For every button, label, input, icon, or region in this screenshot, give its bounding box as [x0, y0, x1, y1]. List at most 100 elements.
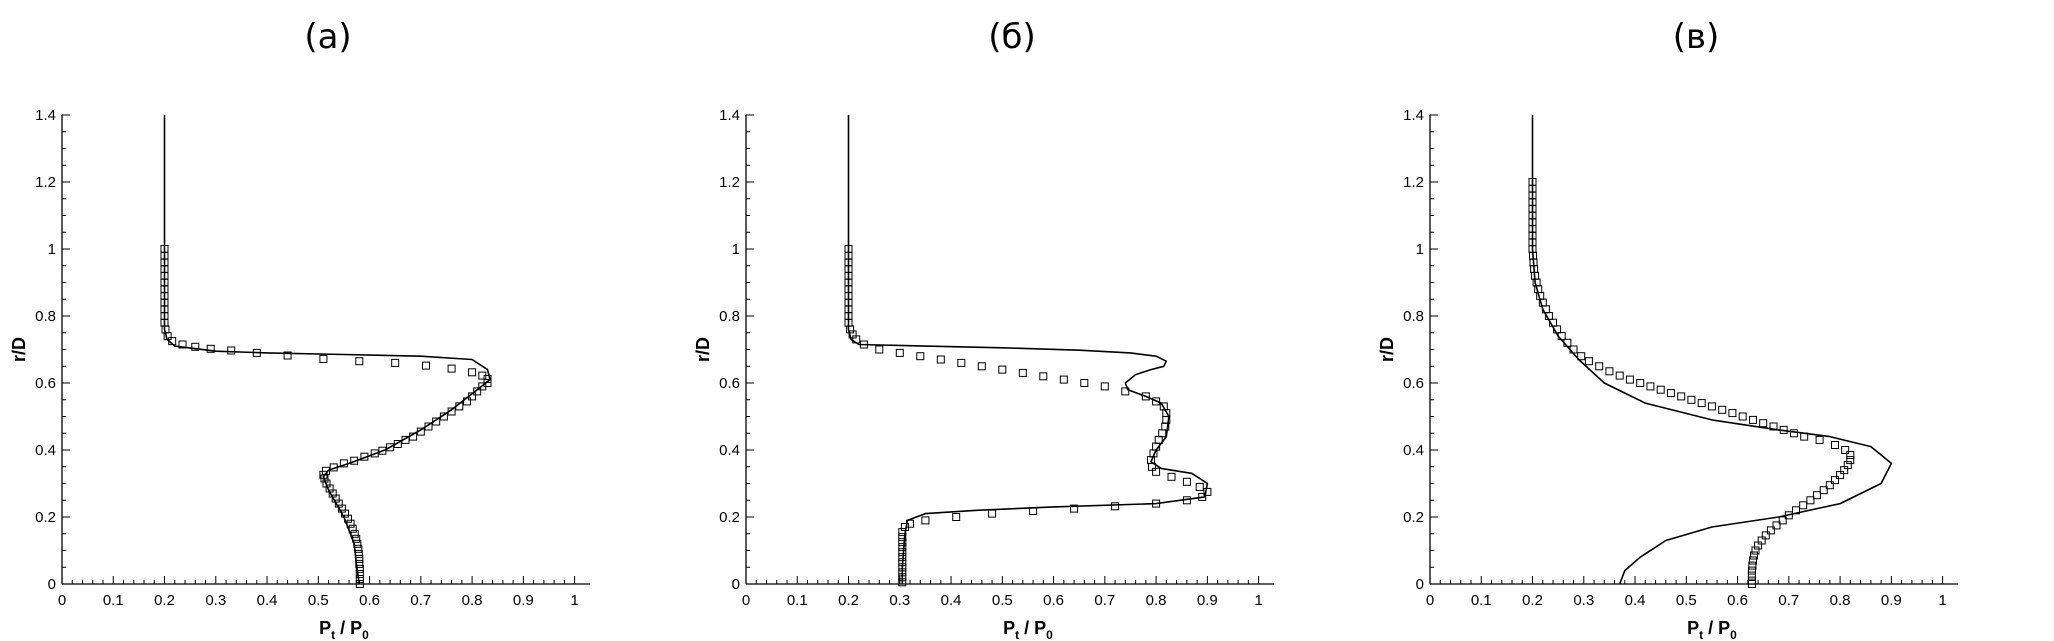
data-point-marker [1754, 541, 1763, 550]
data-point-marker [1750, 551, 1758, 560]
data-point-marker [344, 514, 352, 523]
x-tick-label: 0.4 [941, 592, 962, 609]
data-point-marker [393, 440, 402, 448]
data-point-marker [1800, 432, 1809, 441]
y-tick-label: 1.2 [1403, 174, 1424, 191]
y-tick-label: 1 [732, 241, 740, 258]
data-point-marker [1790, 429, 1798, 438]
data-point-marker [1831, 476, 1839, 485]
chart-svg-a: (а) 0 0.1 0.2 0.3 0.4 0.5 0.6 0.7 0.8 0.9 1 0 0.2 0.4 0… [9, 17, 590, 641]
x-tick-label: 0.9 [513, 592, 534, 609]
data-point-marker [1761, 531, 1770, 540]
data-point-marker [1799, 501, 1808, 510]
x-tick-label: 0 [58, 592, 66, 609]
data-point-marker [1152, 467, 1161, 476]
data-point-marker [1656, 385, 1665, 394]
data-point-marker [988, 509, 997, 518]
data-point-marker [1813, 491, 1821, 500]
x-tick-label: 0.2 [838, 592, 859, 609]
x-tick-label: 0.1 [103, 592, 124, 609]
data-point-marker [355, 575, 364, 583]
data-point-marker [447, 407, 456, 416]
data-point-marker [350, 456, 359, 465]
x-tick-label: 0.5 [308, 592, 329, 609]
data-point-marker [1070, 504, 1079, 513]
x-tick-label: 0.3 [205, 592, 226, 609]
data-point-marker [952, 513, 961, 521]
y-tick-label: 0.2 [719, 509, 740, 526]
x-tick-label: 0.7 [410, 592, 431, 609]
data-point-marker [1636, 379, 1645, 387]
y-tick-label: 0.4 [719, 442, 740, 459]
data-point-marker [1018, 368, 1027, 377]
data-point-marker [1819, 486, 1828, 495]
y-tick-label: 0 [732, 576, 740, 593]
data-point-marker [898, 558, 907, 567]
data-point-marker [1825, 481, 1834, 490]
data-point-marker [353, 539, 362, 548]
y-tick-label: 0.4 [35, 442, 56, 459]
data-point-marker [391, 358, 400, 367]
x-tick-label: 0 [742, 592, 750, 609]
y-tick-label: 0.8 [1403, 308, 1424, 325]
data-point-marker [355, 357, 364, 366]
data-point-marker [178, 340, 187, 349]
data-point-marker [1158, 429, 1167, 438]
data-point-marker [1707, 402, 1716, 411]
data-point-marker [401, 435, 410, 444]
data-point-marker [1749, 415, 1757, 424]
data-point-marker [1792, 506, 1800, 515]
x-tick-label: 1 [1254, 592, 1262, 609]
data-point-marker [998, 365, 1007, 374]
data-point-marker [1557, 332, 1566, 341]
data-point-marker [875, 345, 884, 354]
data-point-marker [977, 362, 986, 371]
data-point-marker [1141, 392, 1150, 401]
data-point-marker [468, 368, 477, 377]
data-point-marker [898, 568, 907, 577]
data-point-marker [355, 559, 364, 568]
data-point-marker [1846, 451, 1855, 459]
data-point-marker [1779, 425, 1788, 434]
data-point-marker [320, 474, 329, 483]
data-point-marker [898, 553, 907, 562]
data-point-marker [354, 549, 363, 558]
y-tick-label: 0 [1416, 576, 1424, 593]
data-point-marker [455, 402, 464, 411]
data-point-marker [354, 544, 363, 553]
data-point-marker [898, 563, 907, 572]
x-tick-label: 0.3 [889, 592, 910, 609]
y-axis-title: r/D [693, 337, 713, 362]
data-point-marker [352, 534, 361, 543]
x-tick-label: 0.9 [1881, 592, 1902, 609]
data-point-marker [1121, 387, 1130, 396]
x-axis-title: Pt / P0 [319, 618, 369, 641]
data-point-marker [283, 351, 292, 360]
x-tick-label: 0.8 [1146, 592, 1167, 609]
data-point-marker [1152, 397, 1161, 406]
data-point-marker [1100, 382, 1109, 391]
data-point-marker [898, 548, 907, 557]
data-point-marker [163, 332, 172, 341]
x-tick-label: 0.5 [992, 592, 1013, 609]
data-point-marker [355, 564, 364, 573]
x-axis-title: Pt / P0 [1687, 618, 1737, 641]
data-point-marker [895, 348, 904, 357]
data-point-marker [168, 337, 177, 346]
x-tick-label: 1 [1938, 592, 1946, 609]
data-point-marker [957, 358, 966, 367]
data-point-marker [329, 463, 338, 472]
data-point-marker [339, 459, 348, 468]
x-tick-label: 1 [570, 592, 578, 609]
y-tick-label: 1.2 [719, 174, 740, 191]
panel-label-c: (в) [1673, 17, 1720, 57]
data-point-marker [1738, 412, 1747, 421]
data-point-marker [319, 354, 328, 363]
data-point-marker [1059, 375, 1068, 384]
data-point-marker [350, 529, 359, 538]
data-point-marker [898, 578, 907, 587]
data-point-marker [1563, 338, 1572, 347]
x-tick-label: 0.2 [154, 592, 175, 609]
x-tick-label: 0.5 [1676, 592, 1697, 609]
chart-svg-b: (б) 0 0.1 0.2 0.3 0.4 0.5 0.6 0.7 0.8 0.9 1 0 0.2 0.4 0… [693, 17, 1274, 641]
